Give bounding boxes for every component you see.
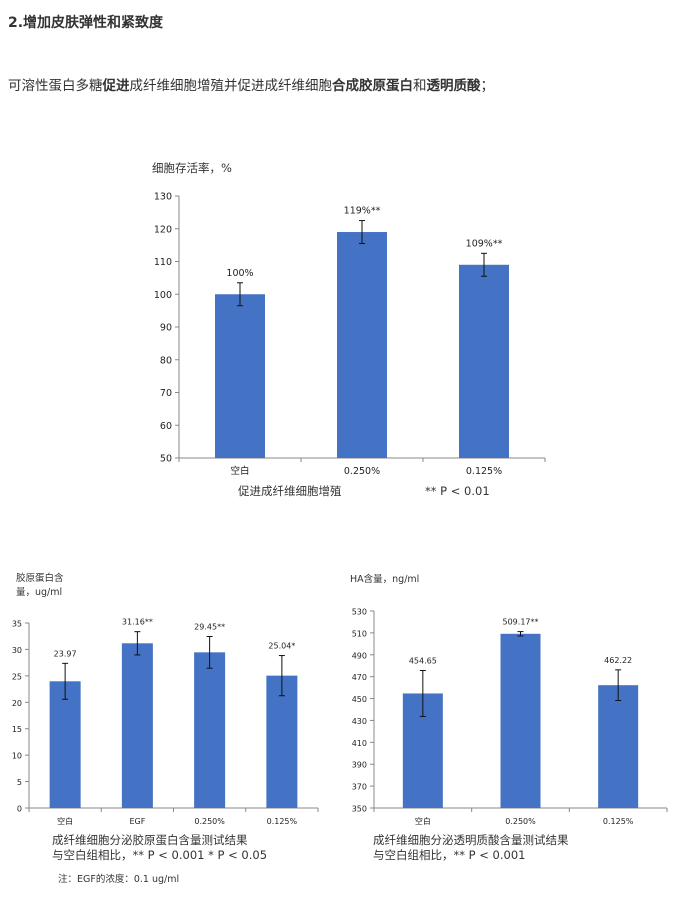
chart3-bar: [500, 633, 541, 808]
chart1-y-tick-label: 50: [160, 454, 172, 465]
chart3-x-tick-label: 0.250%: [505, 817, 536, 826]
chart2-bar: [121, 643, 153, 808]
chart2-footnote: 注：EGF的浓度：0.1 ug/ml: [58, 873, 179, 885]
chart2-bar: [266, 675, 298, 808]
chart3-x-tick-label: 0.125%: [603, 817, 634, 826]
chart1-significance-note: ** P < 0.01: [425, 484, 490, 498]
chart1-data-label: 119%**: [344, 206, 381, 217]
chart3-x-tick-label: 空白: [415, 816, 431, 826]
chart3-y-tick-label: 490: [352, 651, 367, 660]
chart3-y-tick-label: 470: [352, 673, 367, 682]
chart2-bar: [49, 681, 81, 808]
intro-text-3: 和: [413, 78, 427, 94]
intro-bold-1: 促进: [102, 78, 130, 94]
chart2-x-tick-label: 空白: [57, 816, 73, 826]
chart2-y-tick-label: 0: [17, 805, 22, 814]
chart3-bar: [598, 685, 639, 808]
chart1-y-tick-label: 80: [160, 355, 172, 366]
chart1-data-label: 100%: [226, 268, 253, 279]
chart1-y-tick-label: 60: [160, 421, 172, 432]
chart2-caption-line: 与空白组相比，** P < 0.001 * P < 0.05: [52, 848, 267, 862]
chart3-bar: [402, 693, 443, 808]
chart2-data-label: 31.16**: [122, 618, 153, 627]
chart2-y-tick-label: 15: [12, 725, 22, 734]
chart1-x-tick-label: 0.250%: [344, 466, 380, 477]
section-heading: 2.增加皮肤弹性和紧致度: [8, 15, 164, 31]
chart1-data-label: 109%**: [466, 238, 503, 249]
chart1-y-tick-label: 130: [154, 192, 172, 203]
chart2-y-tick-label: 25: [12, 672, 22, 681]
chart3-y-tick-label: 510: [352, 629, 367, 638]
chart2-caption-line: 成纤维细胞分泌胶原蛋白含量测试结果: [52, 833, 248, 847]
chart1-y-tick-label: 120: [154, 224, 172, 235]
chart3-y-tick-label: 450: [352, 695, 367, 704]
chart1-bar: [337, 232, 387, 458]
chart2-y-axis-label-line: 量，ug/ml: [16, 587, 62, 598]
chart2-y-tick-label: 30: [12, 646, 22, 655]
chart3-y-tick-label: 350: [352, 805, 367, 814]
chart1-bar: [215, 294, 265, 458]
chart3-data-label: 462.22: [604, 656, 632, 665]
chart3-y-axis-label: HA含量，ng/ml: [350, 573, 419, 585]
intro-bold-3: 透明质酸: [426, 78, 481, 94]
intro-text-1: 可溶性蛋白多糖: [8, 78, 103, 94]
intro-text-4: ；: [480, 78, 495, 94]
chart2-y-tick-label: 35: [12, 620, 22, 629]
intro-bold-2: 合成胶原蛋白: [332, 78, 413, 94]
chart2-y-tick-label: 10: [12, 752, 22, 761]
chart1-y-axis-label: 细胞存活率，%: [152, 161, 232, 175]
chart2-x-tick-label: 0.125%: [267, 817, 298, 826]
chart3-data-label: 509.17**: [503, 618, 539, 627]
chart1-y-tick-label: 100: [154, 290, 172, 301]
chart2-data-label: 29.45**: [194, 622, 225, 631]
chart2-x-tick-label: EGF: [129, 817, 145, 826]
chart3-y-tick-label: 410: [352, 739, 367, 748]
chart1-y-tick-label: 70: [160, 388, 172, 399]
chart3-caption-line: 成纤维细胞分泌透明质酸含量测试结果: [373, 833, 569, 847]
intro-paragraph: 可溶性蛋白多糖促进成纤维细胞增殖并促进成纤维细胞合成胶原蛋白和透明质酸；: [8, 74, 494, 94]
chart1-x-tick-label: 0.125%: [466, 466, 502, 477]
chart3-y-tick-label: 370: [352, 783, 367, 792]
chart2-bar: [194, 652, 226, 808]
chart2-data-label: 23.97: [54, 649, 77, 658]
chart3-data-label: 454.65: [409, 656, 437, 665]
chart2-data-label: 25.04*: [268, 642, 295, 651]
chart3-y-tick-label: 390: [352, 761, 367, 770]
chart2-y-axis-label-line: 胶原蛋白含: [16, 572, 64, 584]
chart1-x-tick-label: 空白: [230, 465, 249, 477]
chart3-y-tick-label: 530: [352, 608, 367, 617]
chart1-y-tick-label: 90: [160, 323, 172, 334]
chart2-x-tick-label: 0.250%: [194, 817, 225, 826]
chart3-caption-line: 与空白组相比，** P < 0.001: [373, 848, 525, 862]
chart1-caption: 促进成纤维细胞增殖: [238, 484, 342, 498]
chart1-bar: [459, 264, 509, 458]
chart2-y-tick-label: 20: [12, 699, 22, 708]
chart2-y-tick-label: 5: [17, 778, 22, 787]
intro-text-2: 成纤维细胞增殖并促进成纤维细胞: [129, 78, 333, 94]
chart1-y-tick-label: 110: [154, 257, 172, 268]
chart3-y-tick-label: 430: [352, 717, 367, 726]
